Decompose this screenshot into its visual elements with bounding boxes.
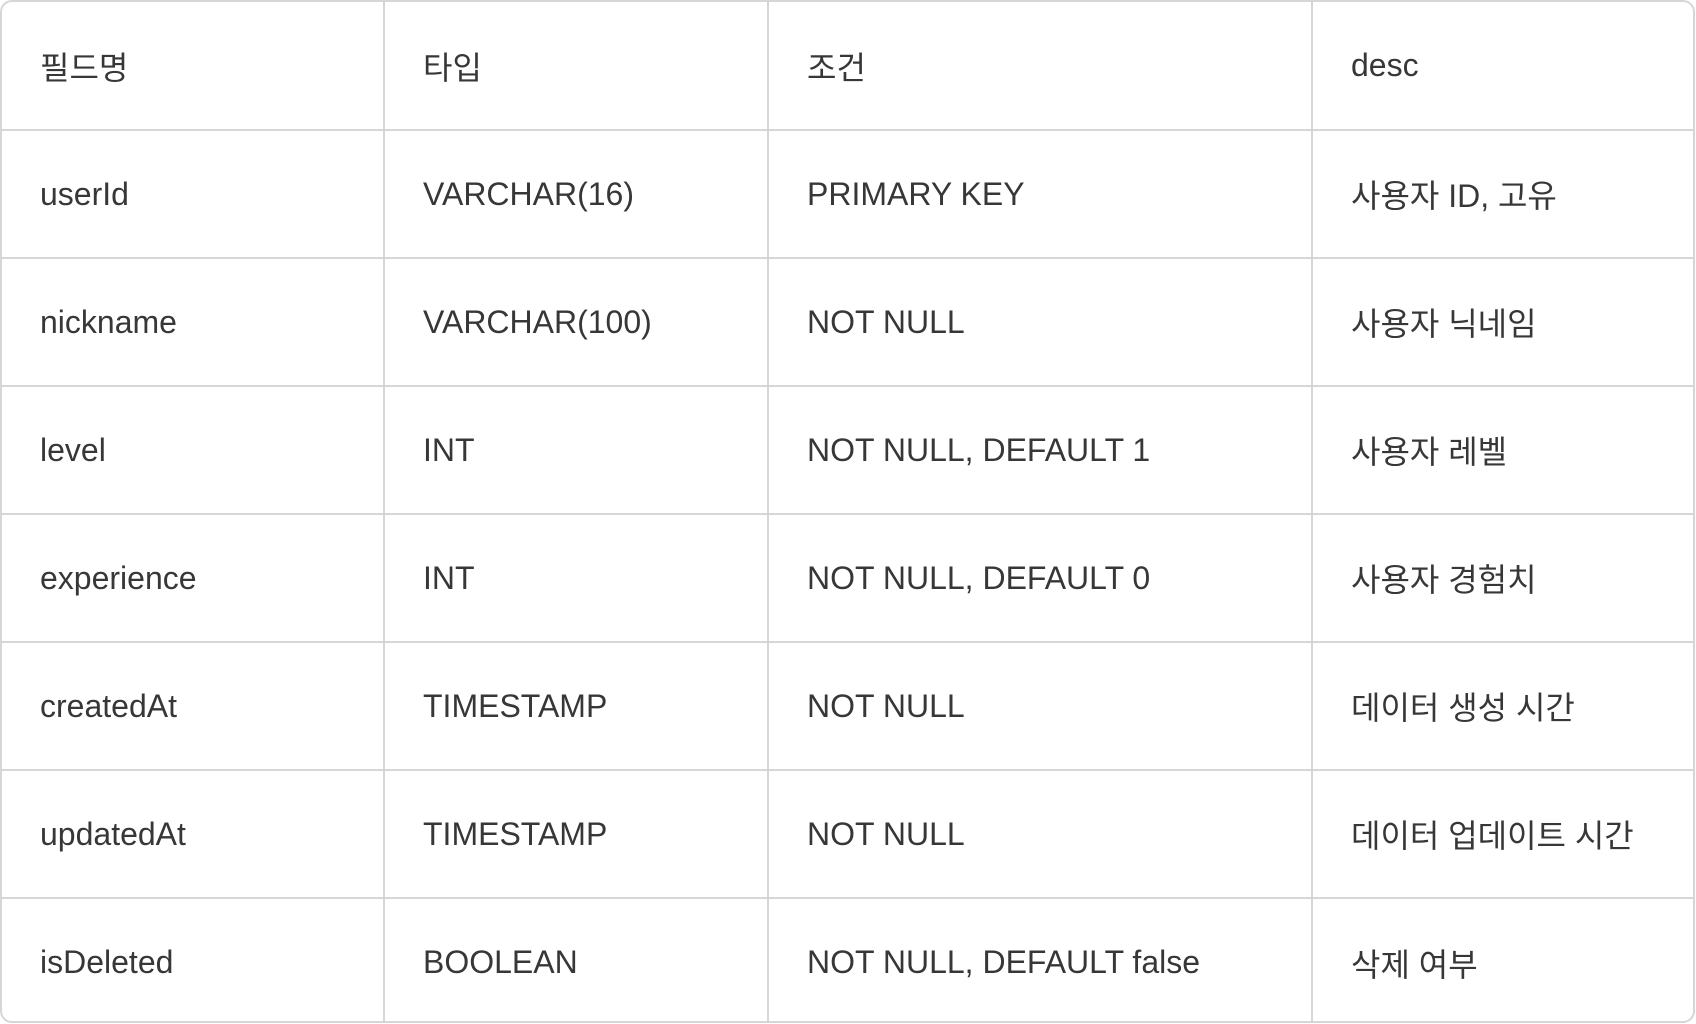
cell-field-name: userId: [2, 130, 385, 259]
cell-constraint: PRIMARY KEY: [768, 130, 1313, 259]
table-header-row: 필드명 타입 조건 desc: [2, 2, 1693, 131]
cell-type: TIMESTAMP: [384, 770, 769, 899]
cell-desc: 데이터 업데이트 시간: [1312, 770, 1693, 899]
cell-type: TIMESTAMP: [384, 642, 769, 771]
cell-field-name: updatedAt: [2, 770, 385, 899]
cell-desc: 데이터 생성 시간: [1312, 642, 1693, 771]
cell-constraint: NOT NULL: [768, 770, 1313, 899]
cell-constraint: NOT NULL, DEFAULT false: [768, 898, 1313, 1021]
table-row: updatedAt TIMESTAMP NOT NULL 데이터 업데이트 시간: [2, 770, 1693, 899]
cell-desc: 사용자 닉네임: [1312, 258, 1693, 387]
cell-constraint: NOT NULL, DEFAULT 1: [768, 386, 1313, 515]
table-row: createdAt TIMESTAMP NOT NULL 데이터 생성 시간: [2, 642, 1693, 771]
header-constraint: 조건: [768, 2, 1313, 131]
cell-desc: 삭제 여부: [1351, 946, 1478, 983]
cell-type: VARCHAR(16): [384, 130, 769, 259]
cell-constraint: NOT NULL: [768, 258, 1313, 387]
cell-field-name: level: [2, 386, 385, 515]
header-type: 타입: [384, 2, 769, 131]
cell-field-name: isDeleted: [2, 898, 385, 1021]
header-field-name: 필드명: [2, 2, 385, 131]
cell-field-name: nickname: [2, 258, 385, 387]
cell-constraint: NOT NULL, DEFAULT 0: [768, 514, 1313, 643]
table-row: userId VARCHAR(16) PRIMARY KEY 사용자 ID, 고…: [2, 130, 1693, 259]
header-desc: desc: [1312, 2, 1693, 131]
cell-desc: 사용자 레벨: [1312, 386, 1693, 515]
cell-type: INT: [384, 386, 769, 515]
cell-type: BOOLEAN: [384, 898, 769, 1021]
cell-field-name: createdAt: [2, 642, 385, 771]
cell-field-name: experience: [2, 514, 385, 643]
cell-desc: 사용자 경험치: [1312, 514, 1693, 643]
cell-type: VARCHAR(100): [384, 258, 769, 387]
table-row: experience INT NOT NULL, DEFAULT 0 사용자 경…: [2, 514, 1693, 643]
cell-desc: 사용자 ID, 고유: [1312, 130, 1693, 259]
table-row: level INT NOT NULL, DEFAULT 1 사용자 레벨: [2, 386, 1693, 515]
cell-constraint: NOT NULL: [768, 642, 1313, 771]
table-row: isDeleted BOOLEAN NOT NULL, DEFAULT fals…: [2, 898, 1693, 1021]
cell-type: INT: [384, 514, 769, 643]
table-row: nickname VARCHAR(100) NOT NULL 사용자 닉네임: [2, 258, 1693, 387]
